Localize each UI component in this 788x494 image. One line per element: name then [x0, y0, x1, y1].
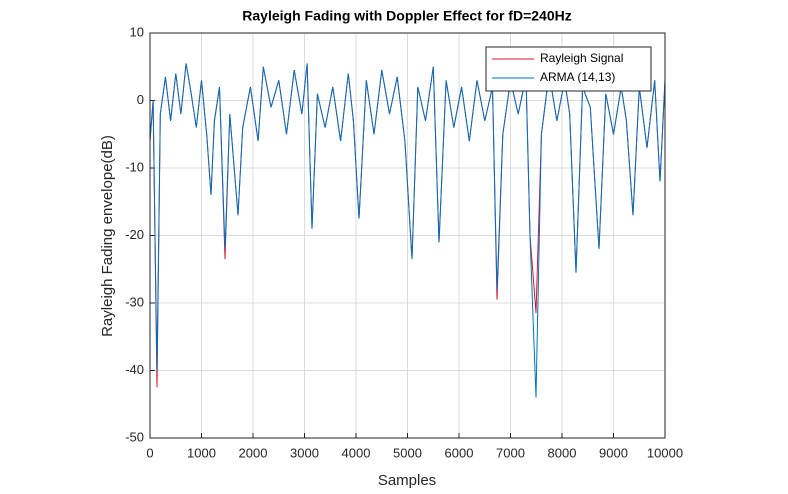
y-tick-label: -20 — [125, 227, 144, 242]
x-tick-label: 0 — [146, 445, 153, 460]
plot-frame — [149, 32, 666, 439]
series-line — [149, 63, 666, 398]
x-tick-label: 10000 — [647, 445, 683, 460]
y-tick-label: -10 — [125, 159, 144, 174]
x-tick-label: 4000 — [342, 445, 371, 460]
y-tick-label: -50 — [125, 429, 144, 444]
x-tick-label: 5000 — [393, 445, 422, 460]
x-tick-label: 3000 — [290, 445, 319, 460]
y-tick-label: -30 — [125, 294, 144, 309]
x-tick-label: 7000 — [496, 445, 525, 460]
chart-title: Rayleigh Fading with Doppler Effect for … — [242, 8, 571, 24]
x-tick-label: 9000 — [599, 445, 628, 460]
x-tick-label: 8000 — [548, 445, 577, 460]
y-tick-label: 10 — [130, 24, 144, 39]
legend-label: Rayleigh Signal — [540, 51, 623, 65]
x-tick-label: 6000 — [445, 445, 474, 460]
y-axis-label: Rayleigh Fading envelope(dB) — [99, 135, 116, 337]
y-tick-label: -40 — [125, 362, 144, 377]
x-tick-label: 1000 — [187, 445, 216, 460]
legend-label: ARMA (14,13) — [540, 70, 615, 84]
legend-box — [485, 46, 652, 92]
x-axis-label: Samples — [378, 472, 436, 489]
y-tick-label: 0 — [137, 92, 144, 107]
x-tick-label: 2000 — [239, 445, 268, 460]
